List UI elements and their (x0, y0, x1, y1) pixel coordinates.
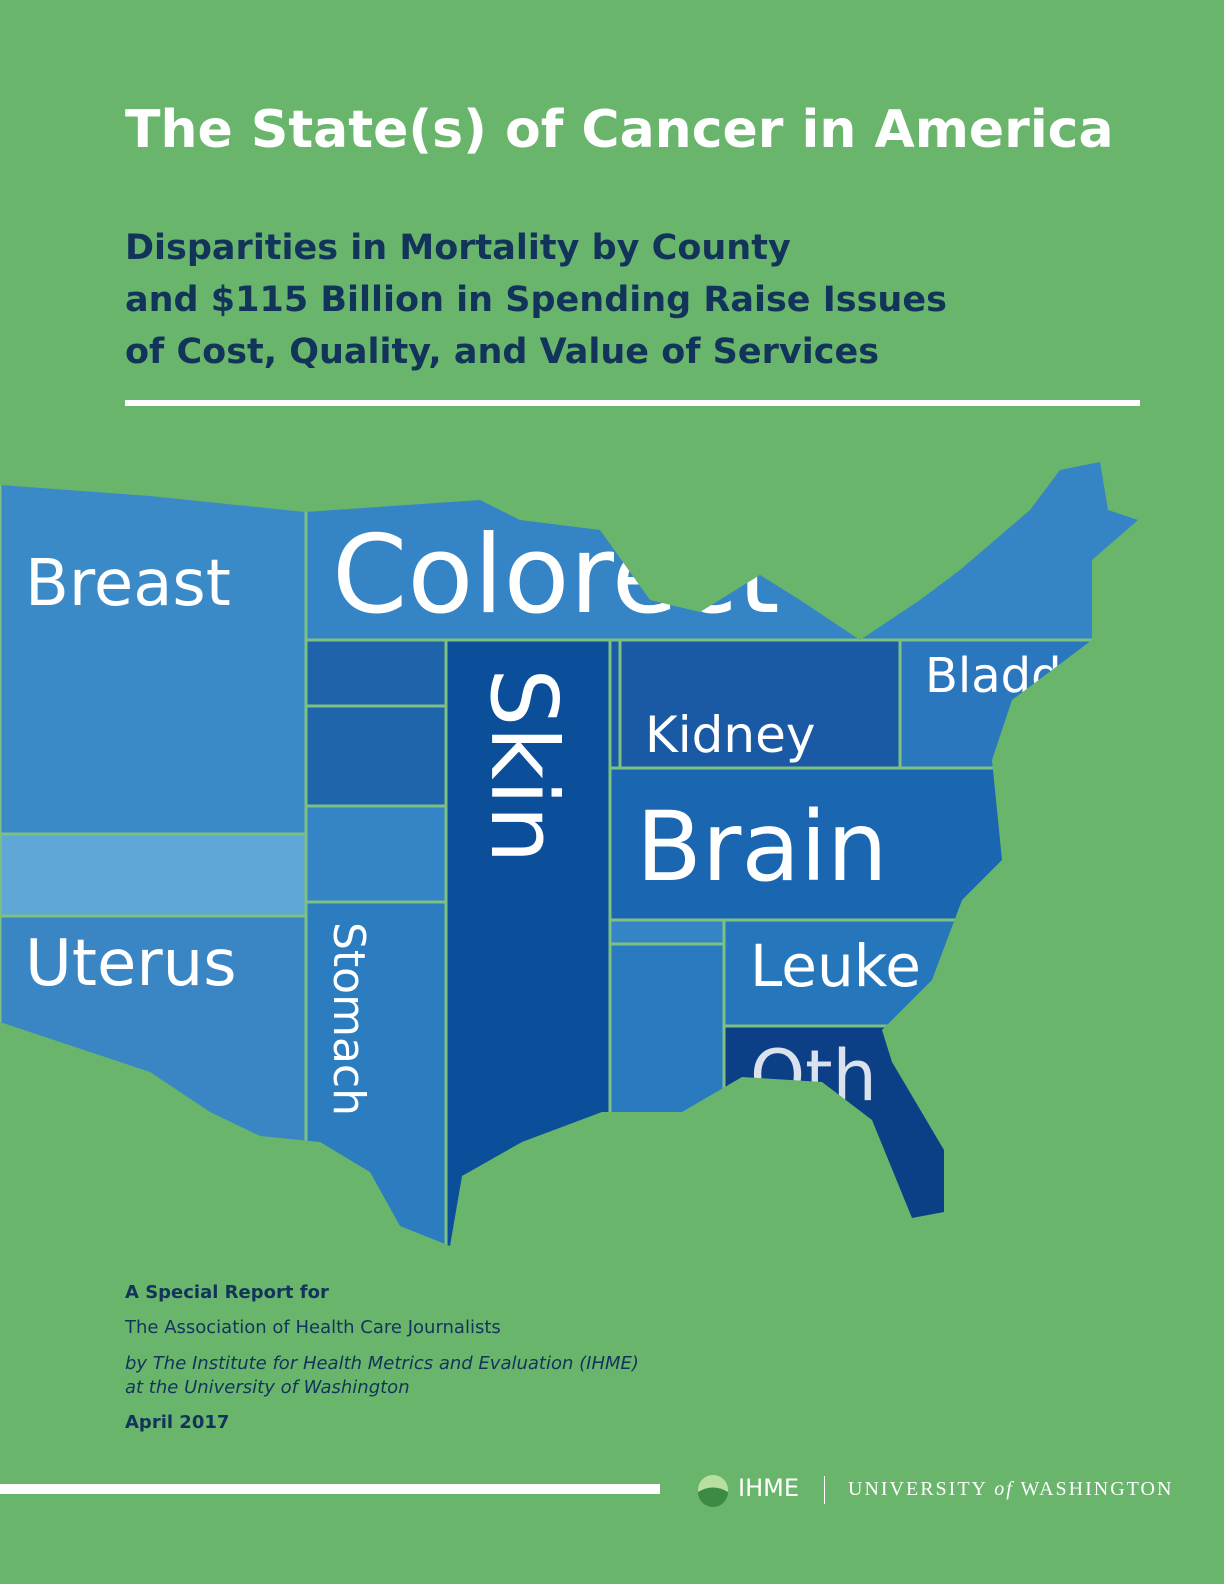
byline-line: at the University of Washington (125, 1377, 410, 1398)
tile (304, 638, 448, 708)
tile-label: Brain (636, 791, 888, 903)
tile-label: Oth (750, 1035, 877, 1117)
divider (0, 1484, 660, 1494)
subtitle-line: Disparities in Mortality by County (125, 228, 791, 268)
tile (0, 462, 308, 836)
tile-label: Uterus (25, 927, 237, 1001)
subtitle-line: and $115 Billion in Spending Raise Issue… (125, 280, 947, 320)
tile (608, 942, 726, 1246)
tile (304, 804, 448, 904)
byline-line: by The Institute for Health Metrics and … (125, 1353, 639, 1374)
title: The State(s) of Cancer in America (125, 100, 1114, 160)
ihme-logo: IHME (738, 1474, 799, 1502)
uw-word: WASHINGTON (1020, 1478, 1174, 1500)
tile-label: Bladd (925, 648, 1062, 704)
uw-logo: UNIVERSITY of WASHINGTON (848, 1478, 1173, 1501)
tile-label: Leuke (750, 932, 921, 1000)
tile (0, 832, 308, 918)
date: April 2017 (125, 1412, 230, 1433)
tile (304, 704, 448, 808)
logo-separator (824, 1476, 825, 1504)
divider (125, 400, 1140, 406)
subtitle-line: of Cost, Quality, and Value of Services (125, 332, 880, 372)
uw-word: UNIVERSITY (848, 1478, 988, 1500)
tile-label: Skin (470, 668, 577, 864)
tile-label: Kidney (645, 706, 815, 764)
tile-label: Breast (25, 547, 231, 621)
tile-label: Stomach (323, 922, 374, 1116)
ihme-icon (698, 1475, 728, 1507)
footer-line: A Special Report for (125, 1282, 329, 1303)
tile (608, 918, 726, 946)
tile-label: Colorect (332, 513, 780, 638)
subtitle: Disparities in Mortality by County and $… (125, 222, 947, 378)
byline: by The Institute for Health Metrics and … (125, 1352, 639, 1400)
uw-word: of (994, 1478, 1014, 1500)
footer-line: The Association of Health Care Journalis… (125, 1317, 501, 1338)
